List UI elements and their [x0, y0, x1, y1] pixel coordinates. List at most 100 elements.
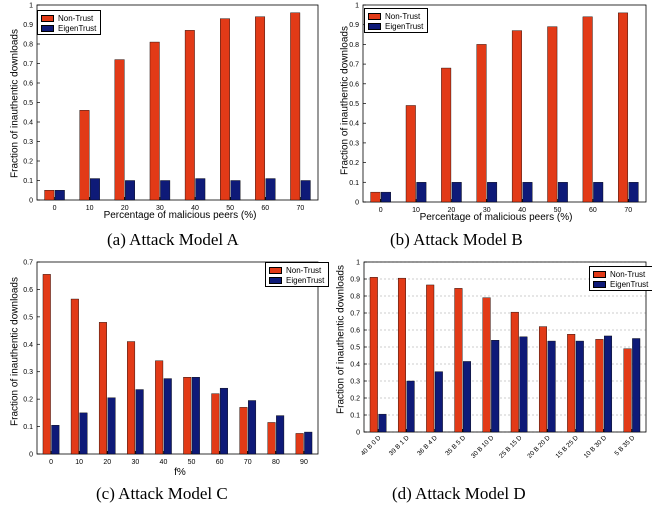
bar-nontrust	[511, 30, 522, 203]
bar-eigentrust	[604, 335, 613, 433]
bar-eigentrust	[276, 415, 285, 455]
y-tick-label: 0.1	[23, 424, 33, 431]
bar-eigentrust	[593, 182, 604, 203]
x-tick-label: 30 B 10 D	[470, 434, 496, 460]
bar-eigentrust	[522, 182, 533, 203]
chart-attack-model-a: 0 0.1 0.2 0.3 0.4 0.5 0.6 0.7 0.8 0.9 1 0 10 20 30 40 50…	[0, 0, 326, 254]
y-tick-label: 1	[355, 3, 359, 10]
bar-nontrust	[582, 16, 593, 203]
x-tick-label: 0	[53, 205, 57, 212]
bar-nontrust	[98, 322, 107, 455]
y-tick-label: 0.8	[349, 42, 359, 49]
x-tick-label: 15 B 25 D	[555, 434, 581, 460]
y-tick-label: 0.7	[350, 311, 360, 318]
y-tick-label: 0.9	[349, 22, 359, 29]
y-tick-label: 0.6	[350, 328, 360, 335]
y-tick-label: 0.5	[349, 101, 359, 108]
bar-eigentrust	[51, 424, 60, 455]
x-tick-label: 35 B 5 D	[444, 434, 467, 457]
chart-c-xlabel: f%	[174, 467, 186, 478]
bar-eigentrust	[416, 182, 427, 203]
bar-nontrust	[547, 26, 558, 203]
bar-eigentrust	[300, 180, 311, 201]
bar-eigentrust	[628, 182, 639, 203]
x-tick-label: 80	[272, 459, 280, 466]
x-tick-label: 0	[379, 207, 383, 214]
chart-b-xlabel: Percentage of malicious peers (%)	[419, 212, 573, 223]
chart-c-ylabel: Fraction of inauthentic downloads	[9, 277, 21, 426]
y-tick-label: 0	[355, 200, 359, 207]
legend-swatch-eigentrust	[368, 22, 381, 30]
y-tick-label: 0.1	[350, 413, 360, 420]
x-tick-label: 40	[191, 205, 199, 212]
bar-eigentrust	[519, 336, 528, 433]
bar-nontrust	[618, 12, 629, 203]
legend-swatch-nontrust	[269, 266, 282, 274]
bar-nontrust	[476, 44, 487, 203]
bar-eigentrust	[487, 182, 498, 203]
legend-swatch-nontrust	[593, 270, 606, 278]
chart-attack-model-c: 0 0.1 0.2 0.3 0.4 0.5 0.6 0.7 0 10 20 30 40 50 60 70 80 9…	[0, 254, 330, 508]
bar-eigentrust	[54, 190, 65, 201]
chart-d-ylabel: Fraction of inauthentic downloads	[335, 265, 347, 414]
legend-label-eigentrust: EigenTrust	[385, 21, 424, 31]
x-tick-label: 36 B 4 D	[416, 434, 439, 457]
legend-label-nontrust: Non-Trust	[385, 11, 421, 21]
legend-label-nontrust: Non-Trust	[58, 13, 94, 23]
bar-nontrust	[267, 422, 276, 455]
y-tick-label: 0	[29, 198, 33, 205]
x-tick-label: 30	[156, 205, 164, 212]
bar-eigentrust	[547, 340, 556, 433]
x-tick-label: 40	[160, 459, 168, 466]
legend-label-nontrust: Non-Trust	[610, 269, 646, 279]
chart-b-ylabel: Fraction of inauthentic downloads	[339, 26, 351, 175]
plot-frame	[362, 4, 647, 203]
bar-nontrust	[211, 393, 220, 455]
y-tick-label: 1	[29, 3, 33, 10]
bar-eigentrust	[163, 378, 172, 455]
x-tick-label: 40	[518, 207, 526, 214]
plot-frame	[36, 261, 319, 455]
bar-nontrust	[239, 407, 248, 455]
chart-attack-model-d: 0 0.1 0.2 0.3 0.4 0.5 0.6 0.7 0.8 0.9 1 40 B 0 D 39 …	[326, 254, 652, 508]
x-tick-label: 40 B 0 D	[360, 434, 383, 457]
chart-attack-model-b: 0 0.1 0.2 0.3 0.4 0.5 0.6 0.7 0.8 0.9 1 0 10 20 30 40 50…	[326, 0, 652, 254]
bar-nontrust	[397, 277, 406, 433]
y-tick-label: 0.3	[23, 369, 33, 376]
bar-nontrust	[44, 190, 55, 201]
bar-nontrust	[405, 105, 416, 203]
chart-c-plot: 0 0.1 0.2 0.3 0.4 0.5 0.6 0.7 0 10 20 30 40 50 60 70 80 9…	[23, 260, 319, 466]
bar-nontrust	[70, 298, 79, 455]
bar-eigentrust	[219, 387, 228, 455]
x-tick-label: 10	[86, 205, 94, 212]
bar-eigentrust	[451, 182, 462, 203]
bar-eigentrust	[191, 376, 200, 455]
y-tick-label: 0.1	[23, 178, 33, 185]
y-tick-label: 0.7	[349, 62, 359, 69]
bar-eigentrust	[434, 371, 443, 433]
chart-d-plot: 0 0.1 0.2 0.3 0.4 0.5 0.6 0.7 0.8 0.9 1 40 B 0 D 39 …	[350, 260, 647, 460]
bar-eigentrust	[125, 180, 135, 201]
x-tick-label: 0	[49, 459, 53, 466]
bar-nontrust	[595, 339, 604, 433]
bar-nontrust	[441, 67, 452, 203]
legend-label-eigentrust: EigenTrust	[610, 279, 649, 289]
y-tick-label: 0.4	[350, 362, 360, 369]
chart-a-legend: Non-Trust EigenTrust	[37, 10, 102, 35]
chart-a-ylabel: Fraction of inauthentic downloads	[9, 29, 21, 178]
bar-nontrust	[454, 288, 463, 433]
y-tick-label: 1	[356, 260, 360, 267]
bar-eigentrust	[406, 380, 415, 433]
legend-swatch-eigentrust	[593, 280, 606, 288]
chart-c-legend: Non-Trust EigenTrust	[265, 262, 330, 287]
bar-nontrust	[114, 59, 125, 201]
bar-eigentrust	[89, 178, 100, 201]
chart-a-xlabel: Percentage of malicious peers (%)	[103, 210, 257, 221]
bar-nontrust	[183, 376, 192, 455]
y-tick-label: 0.6	[23, 287, 33, 294]
bar-eigentrust	[135, 389, 144, 455]
bar-eigentrust	[160, 180, 171, 201]
bar-nontrust	[510, 311, 519, 433]
y-tick-label: 0.2	[350, 396, 360, 403]
legend-swatch-nontrust	[368, 12, 381, 20]
